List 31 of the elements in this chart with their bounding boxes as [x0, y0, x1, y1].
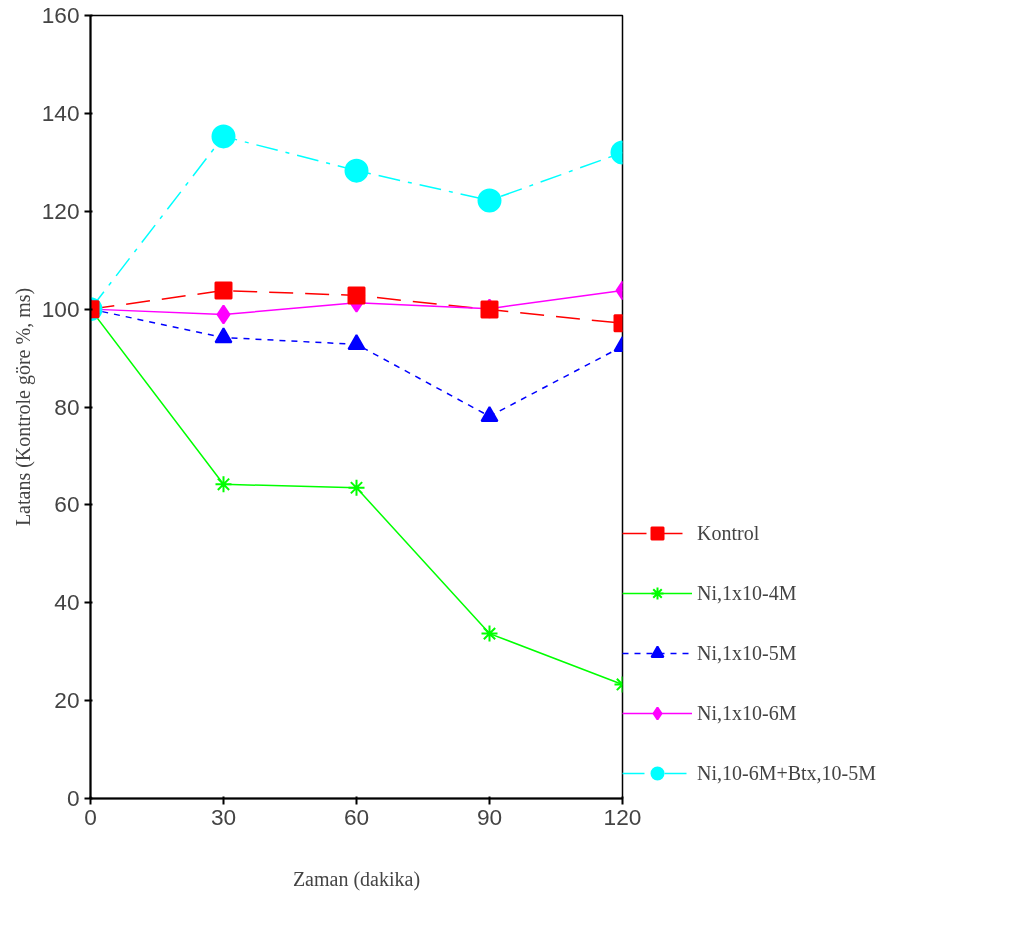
point — [214, 327, 233, 344]
y-tick-label: 20 — [54, 687, 80, 714]
y-tick-label: 120 — [41, 197, 80, 224]
y-tick-label: 0 — [66, 785, 80, 811]
point — [216, 304, 231, 325]
y-tick-label: 100 — [41, 295, 80, 322]
legend-label: Ni,1x10-5M — [697, 641, 797, 665]
x-tick-label: 90 — [476, 803, 503, 830]
x-tick-label: 0 — [84, 803, 97, 830]
y-tick-label: 60 — [54, 491, 80, 518]
legend-label: Ni,1x10-6M — [697, 701, 797, 725]
point — [347, 478, 366, 497]
point — [214, 475, 233, 494]
legend-label: Ni,10-6M+Btx,10-5M — [697, 761, 877, 785]
y-tick-label: 40 — [54, 589, 80, 616]
point — [211, 124, 236, 149]
y-tick-label: 160 — [41, 2, 80, 28]
x-tick-label: 120 — [603, 803, 642, 830]
point — [347, 286, 366, 305]
y-axis-title: Latans (Kontrole göre %, ms) — [11, 287, 35, 527]
point — [344, 158, 369, 183]
y-tick-label: 80 — [54, 393, 80, 420]
y-tick-label: 140 — [41, 99, 80, 126]
legend-label: Kontrol — [697, 521, 760, 545]
point — [477, 188, 502, 213]
x-tick-label: 60 — [343, 803, 370, 830]
point — [480, 624, 499, 643]
point — [214, 281, 233, 300]
x-tick-label: 30 — [210, 803, 237, 830]
x-axis-title: Zaman (dakika) — [292, 867, 421, 891]
legend-label: Ni,1x10-4M — [697, 581, 797, 605]
